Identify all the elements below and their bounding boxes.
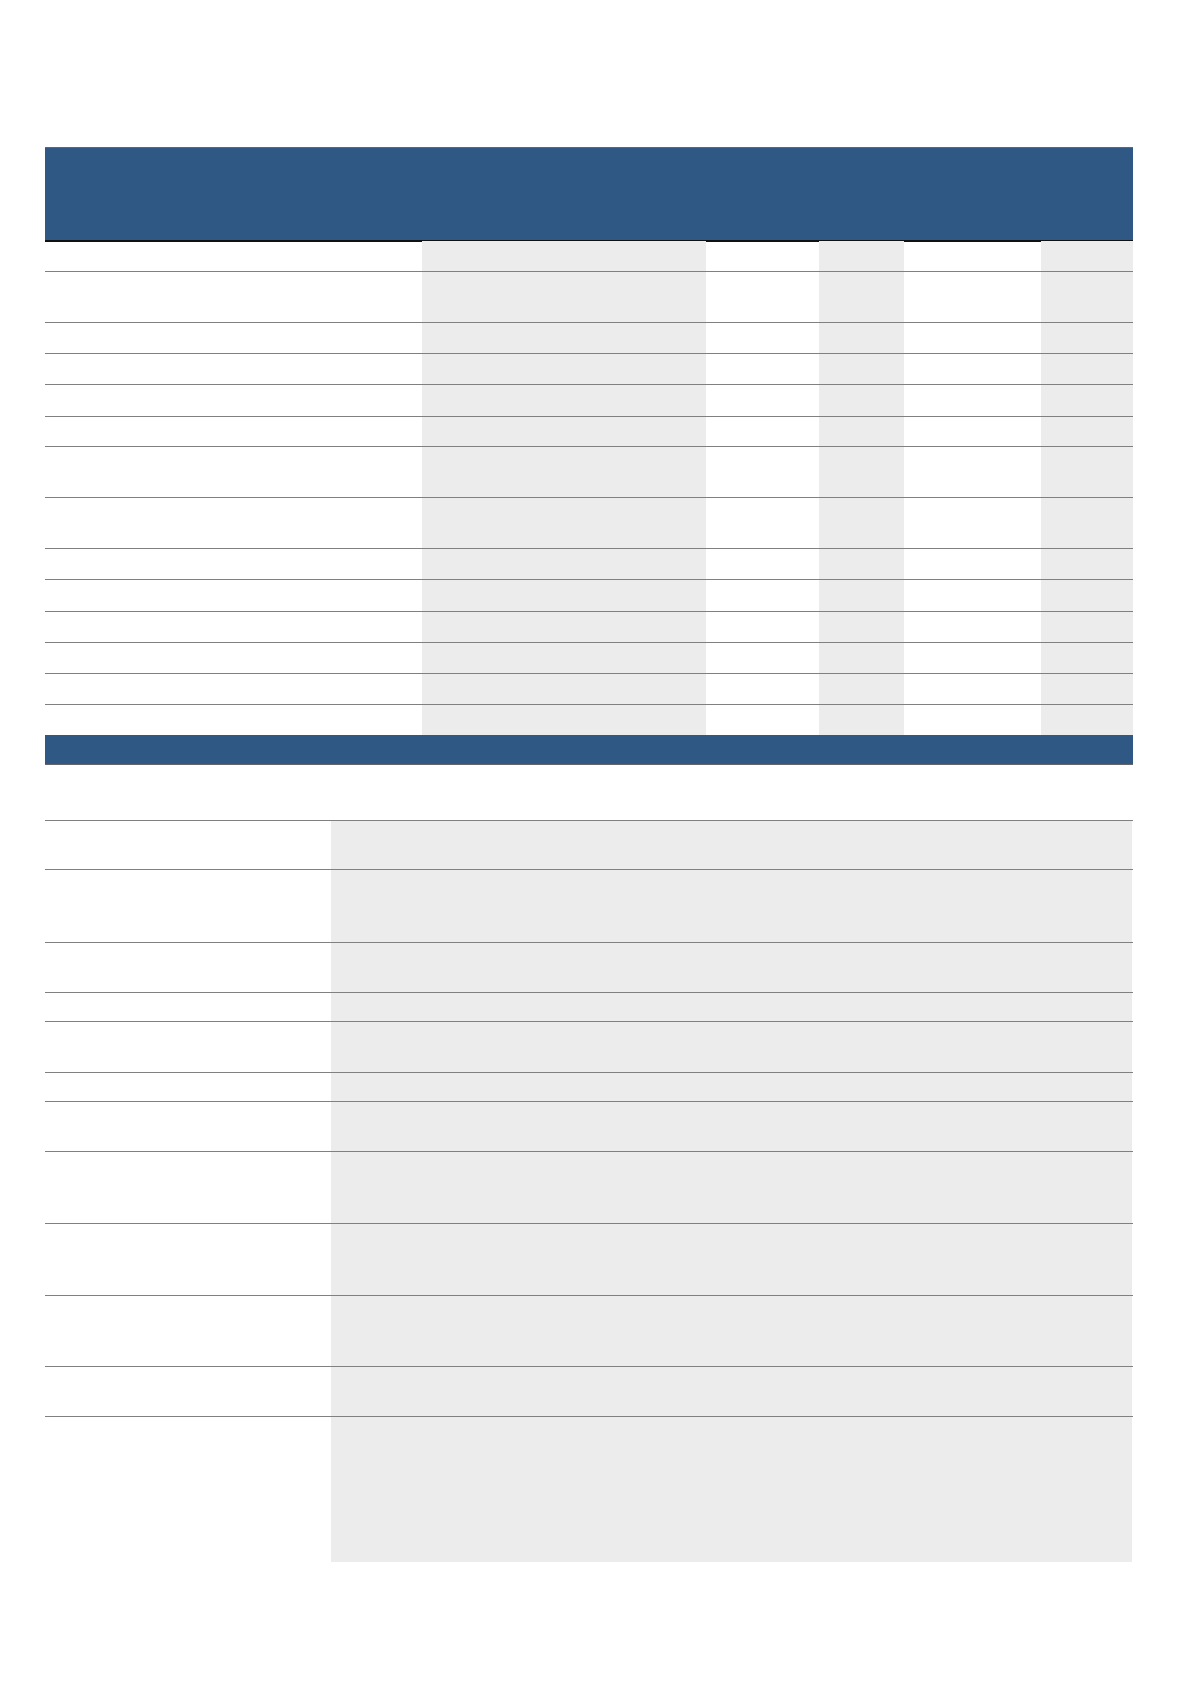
shaded-column	[1041, 241, 1133, 735]
row-divider	[45, 1366, 1133, 1367]
row-divider	[45, 1151, 1133, 1152]
row-divider	[45, 820, 1133, 821]
row-divider	[45, 416, 1133, 417]
row-divider	[45, 322, 1133, 323]
row-divider	[45, 1223, 1133, 1224]
row-divider	[45, 673, 1133, 674]
row-divider	[45, 992, 1133, 993]
row-divider	[45, 579, 1133, 580]
row-divider	[45, 942, 1133, 943]
row-divider	[45, 642, 1133, 643]
row-divider	[45, 446, 1133, 447]
row-divider	[45, 611, 1133, 612]
table-header-band	[45, 147, 1133, 242]
shaded-column	[422, 241, 706, 735]
row-divider	[45, 1416, 1133, 1417]
row-divider	[45, 1072, 1133, 1073]
shaded-column	[331, 820, 1132, 1562]
row-divider	[45, 548, 1133, 549]
section-divider-band	[45, 735, 1133, 765]
shaded-column	[819, 241, 904, 735]
row-divider	[45, 497, 1133, 498]
row-divider	[45, 1101, 1133, 1102]
row-divider	[45, 384, 1133, 385]
row-divider	[45, 353, 1133, 354]
row-divider	[45, 869, 1133, 870]
row-divider	[45, 1021, 1133, 1022]
row-divider	[45, 271, 1133, 272]
row-divider	[45, 1295, 1133, 1296]
row-divider	[45, 704, 1133, 705]
